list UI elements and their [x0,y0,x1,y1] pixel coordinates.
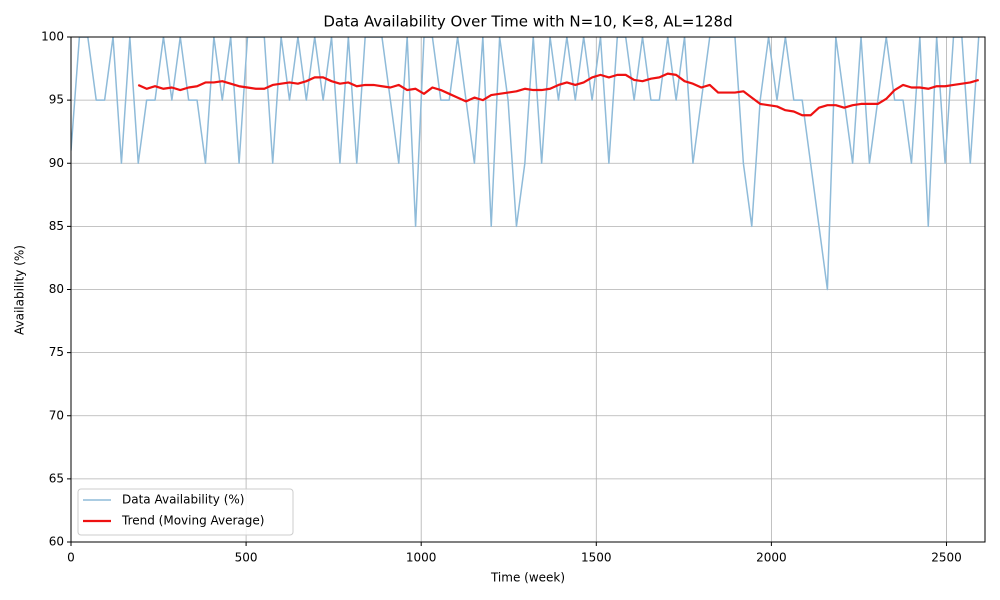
y-tick-label: 70 [49,408,64,422]
y-tick-label: 75 [49,345,64,359]
y-tick-label: 60 [49,535,64,549]
x-tick-label: 2000 [756,551,787,565]
data-line [137,72,980,117]
plot-frame [70,36,986,543]
data-line [71,37,980,291]
legend-box [77,488,294,536]
legend-label: Trend (Moving Average) [121,514,264,528]
y-axis-label: Availability (%) [13,245,27,335]
y-tick-label: 90 [49,156,64,170]
y-tick-label: 100 [41,30,64,44]
x-tick-label: 0 [67,551,75,565]
x-tick-label: 2500 [931,551,962,565]
y-tick-label: 65 [49,471,64,485]
y-tick-label: 80 [49,282,64,296]
legend-label: Data Availability (%) [122,493,244,507]
y-tick-label: 85 [49,219,64,233]
y-tick-label: 95 [49,93,64,107]
x-tick-label: 1000 [406,551,437,565]
chart-title: Data Availability Over Time with N=10, K… [323,13,732,31]
x-tick-label: 500 [235,551,258,565]
x-axis-label: Time (week) [490,571,565,585]
x-tick-label: 1500 [581,551,612,565]
